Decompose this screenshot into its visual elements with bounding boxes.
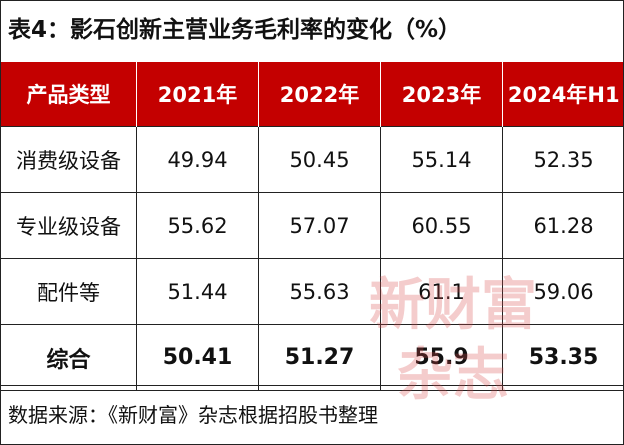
table-cell: 55.9 (380, 324, 503, 391)
table-cell: 59.06 (502, 258, 624, 325)
table-cell: 51.27 (258, 324, 381, 391)
row-label: 专业级设备 (0, 192, 137, 259)
header-2021: 2021年 (136, 62, 259, 127)
header-2023: 2023年 (380, 62, 503, 127)
table-cell: 50.45 (258, 126, 381, 193)
table-cell: 55.14 (380, 126, 503, 193)
header-2022: 2022年 (258, 62, 381, 127)
table-cell: 61.1 (380, 258, 503, 325)
table-cell: 51.44 (136, 258, 259, 325)
table-row: 消费级设备 49.94 50.45 55.14 52.35 (0, 126, 624, 193)
table-cell: 57.07 (258, 192, 381, 259)
table-cell: 53.35 (502, 324, 624, 391)
table-cell: 52.35 (502, 126, 624, 193)
gross-margin-table: 产品类型 2021年 2022年 2023年 2024年H1 消费级设备 49.… (0, 62, 624, 391)
table-header-row: 产品类型 2021年 2022年 2023年 2024年H1 (0, 62, 624, 127)
table-cell: 49.94 (136, 126, 259, 193)
table-row: 配件等 51.44 55.63 61.1 59.06 (0, 258, 624, 325)
table-cell: 60.55 (380, 192, 503, 259)
row-label: 消费级设备 (0, 126, 137, 193)
header-2024h1: 2024年H1 (502, 62, 624, 127)
table-row: 专业级设备 55.62 57.07 60.55 61.28 (0, 192, 624, 259)
table-title: 表4：影石创新主营业务毛利率的变化（%） (8, 17, 462, 43)
table-cell: 55.62 (136, 192, 259, 259)
row-label: 配件等 (0, 258, 137, 325)
source-note: 数据来源：《新财富》杂志根据招股书整理 (0, 385, 624, 445)
header-product-type: 产品类型 (0, 62, 137, 127)
table-cell: 55.63 (258, 258, 381, 325)
table-row-total: 综合 50.41 51.27 55.9 53.35 (0, 324, 624, 391)
row-label: 综合 (0, 324, 137, 391)
table-cell: 61.28 (502, 192, 624, 259)
table-cell: 50.41 (136, 324, 259, 391)
